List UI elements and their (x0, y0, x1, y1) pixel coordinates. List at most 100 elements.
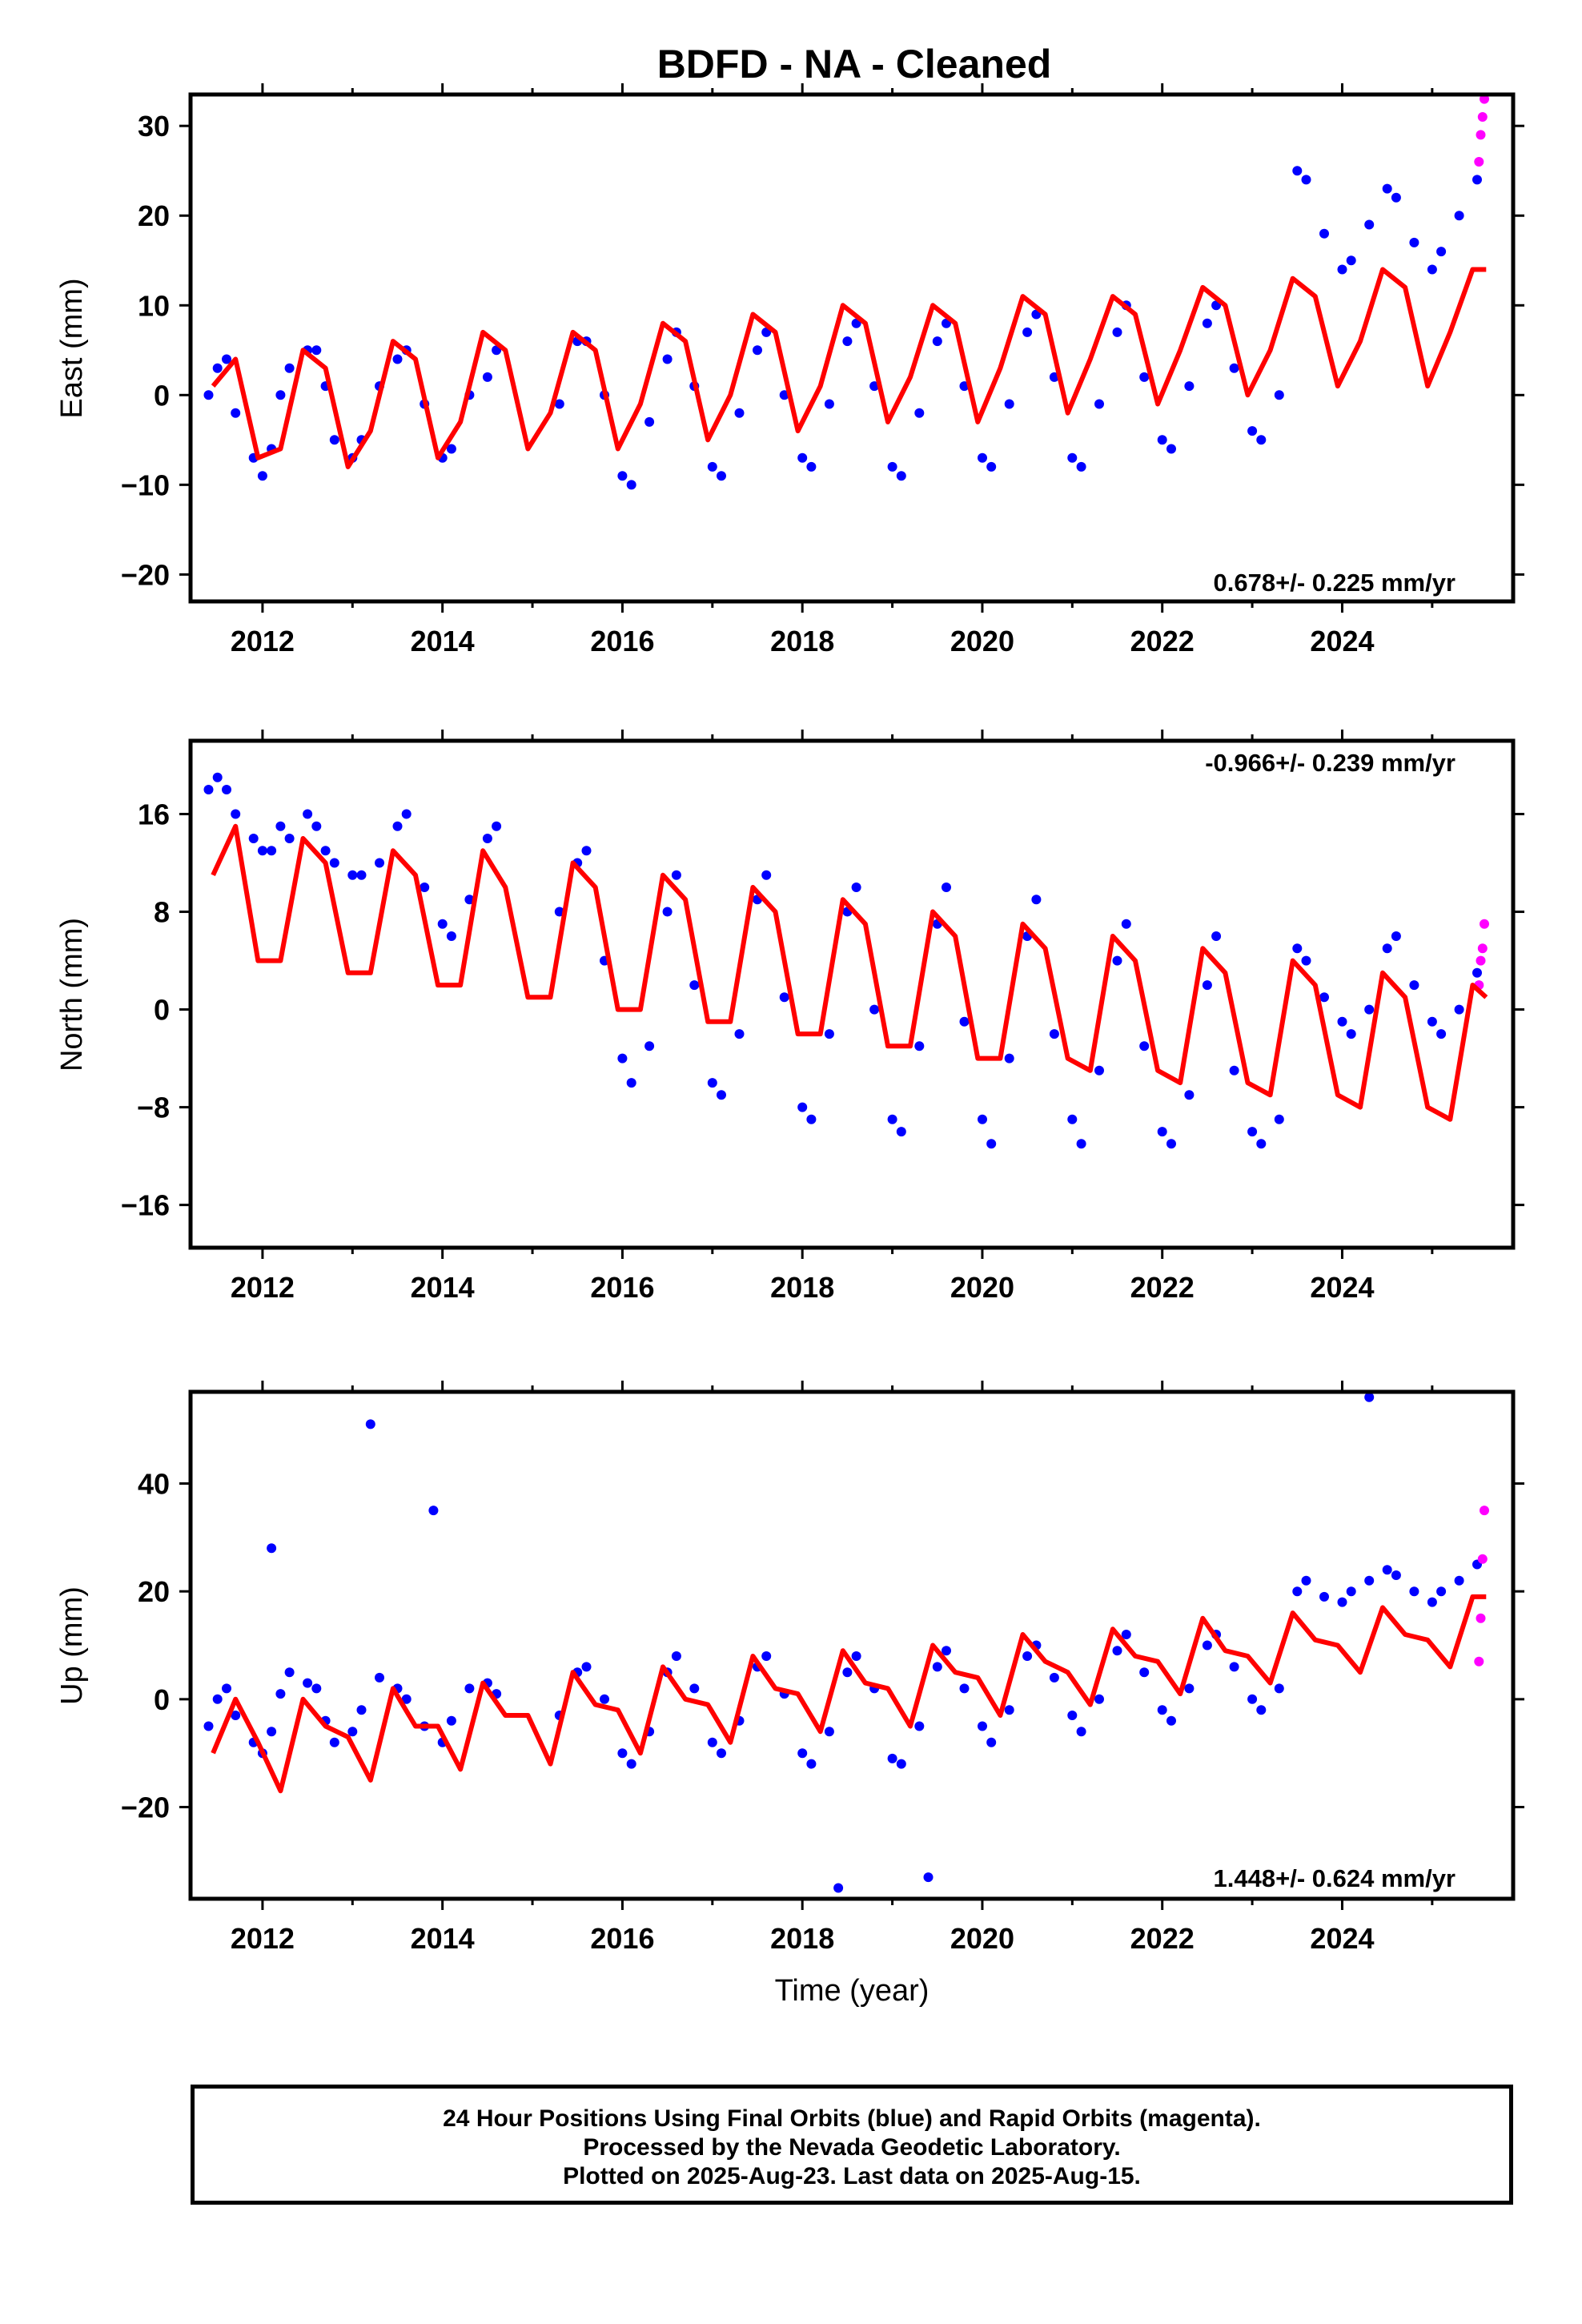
y-tick-label-east-30: 30 (138, 110, 170, 143)
point-up-final-orbits-32 (671, 1651, 681, 1661)
panel-east-frame (188, 92, 1516, 604)
point-north-final-orbits-83 (1436, 1029, 1447, 1039)
point-north-final-orbits-52 (978, 1114, 987, 1124)
point-up-rapid-orbits-2 (1477, 1554, 1488, 1564)
point-up-final-orbits-13 (347, 1727, 358, 1737)
caption-line-3: Plotted on 2025-Aug-23. Last data on 202… (563, 2163, 1141, 2189)
point-up-final-orbits-33 (689, 1683, 700, 1694)
point-east-final-orbits-84 (1454, 211, 1464, 221)
y-tick-label-north-16: 16 (138, 798, 170, 831)
point-up-rapid-orbits-1 (1476, 1613, 1486, 1623)
point-up-final-orbits-65 (1166, 1715, 1176, 1726)
point-up-final-orbits-29 (626, 1759, 636, 1769)
point-up-final-orbits-26 (581, 1662, 592, 1672)
caption-line-2: Processed by the Nevada Geodetic Laborat… (583, 2134, 1121, 2161)
point-north-final-orbits-69 (1229, 1065, 1239, 1076)
point-north-rapid-orbits-3 (1480, 919, 1489, 929)
point-east-final-orbits-1 (212, 363, 223, 373)
x-tick-label-north-2022: 2022 (1130, 1271, 1195, 1304)
panel-north-rate: -0.966+/- 0.239 mm/yr (1205, 749, 1456, 777)
point-north-final-orbits-77 (1346, 1029, 1356, 1039)
point-north-final-orbits-76 (1337, 1016, 1347, 1027)
point-east-final-orbits-29 (626, 480, 636, 490)
point-up-rapid-orbits-0 (1474, 1656, 1484, 1667)
point-up-final-orbits-10 (311, 1683, 322, 1694)
point-north-final-orbits-17 (401, 809, 412, 819)
point-north-final-orbits-56 (1031, 895, 1042, 905)
point-north-final-orbits-82 (1427, 1016, 1437, 1027)
point-east-final-orbits-36 (734, 408, 745, 418)
point-up-final-orbits-73 (1292, 1586, 1303, 1597)
point-east-final-orbits-47 (896, 471, 906, 481)
point-north-final-orbits-47 (896, 1127, 906, 1137)
point-east-final-orbits-77 (1346, 255, 1356, 266)
point-north-final-orbits-85 (1472, 967, 1482, 978)
point-north-final-orbits-79 (1382, 943, 1392, 954)
point-east-final-orbits-74 (1301, 175, 1311, 185)
point-up-final-orbits-38 (761, 1651, 772, 1661)
point-up-final-orbits-83 (1436, 1586, 1447, 1597)
point-north-final-orbits-72 (1274, 1114, 1284, 1124)
point-up-final-orbits-35 (717, 1748, 726, 1759)
point-north-final-orbits-2 (222, 785, 231, 794)
y-tick-label-east-0: 0 (154, 379, 170, 412)
point-north-final-orbits-40 (797, 1102, 808, 1112)
point-east-final-orbits-82 (1427, 264, 1437, 275)
point-up-final-orbits-60 (1094, 1694, 1104, 1704)
point-up-final-orbits-3 (231, 1711, 241, 1720)
x-tick-label-up-2024: 2024 (1310, 1922, 1374, 1955)
point-east-final-orbits-20 (446, 444, 456, 454)
point-north-final-orbits-61 (1112, 955, 1122, 966)
point-east-final-orbits-28 (617, 471, 628, 481)
point-up-final-orbits-15 (375, 1672, 384, 1683)
y-tick-label-up-0: 0 (154, 1683, 170, 1716)
point-north-final-orbits-18 (420, 883, 430, 892)
point-north-final-orbits-33 (689, 980, 700, 991)
point-up-final-orbits-27 (600, 1694, 609, 1704)
point-east-final-orbits-58 (1067, 452, 1078, 463)
point-north-final-orbits-11 (320, 846, 331, 856)
point-east-final-orbits-8 (284, 363, 295, 373)
point-north-final-orbits-60 (1094, 1065, 1104, 1076)
point-north-final-orbits-30 (644, 1041, 655, 1051)
point-up-final-orbits-0 (203, 1721, 214, 1731)
point-east-final-orbits-10 (311, 345, 322, 356)
point-east-final-orbits-46 (887, 461, 897, 472)
point-north-final-orbits-36 (734, 1029, 745, 1039)
point-east-final-orbits-79 (1382, 183, 1392, 194)
point-up-final-orbits-78 (1364, 1575, 1375, 1586)
point-north-final-orbits-6 (267, 846, 277, 856)
point-east-final-orbits-54 (1004, 399, 1014, 409)
panel-north-ylabel: North (mm) (55, 918, 89, 1072)
point-north-final-orbits-58 (1067, 1114, 1078, 1124)
point-up-final-orbits-20 (446, 1715, 456, 1726)
point-up-final-orbits-46 (887, 1753, 897, 1763)
point-east-final-orbits-7 (275, 390, 286, 400)
panel-up-grid: 2012 2014 2016 2018 2020 2022 2024 −20 0 20 40 (121, 1381, 1524, 1955)
point-east-final-orbits-42 (824, 399, 834, 409)
point-north-final-orbits-14 (356, 870, 367, 880)
point-up-final-orbits-70 (1247, 1694, 1258, 1704)
point-north-final-orbits-48 (914, 1041, 925, 1051)
point-north-final-orbits-46 (887, 1114, 897, 1124)
point-up-final-orbits-50 (942, 1646, 951, 1656)
point-east-final-orbits-3 (231, 408, 241, 418)
caption-line-1: 24 Hour Positions Using Final Orbits (bl… (443, 2105, 1261, 2132)
point-north-final-orbits-35 (717, 1090, 726, 1100)
point-east-final-orbits-48 (914, 408, 925, 418)
point-east-final-orbits-78 (1364, 219, 1375, 230)
point-north-final-orbits-80 (1391, 931, 1401, 941)
point-up-final-orbits-62 (1121, 1630, 1131, 1639)
point-north-final-orbits-13 (347, 870, 358, 880)
point-north-final-orbits-26 (581, 846, 592, 856)
point-north-final-orbits-23 (492, 821, 502, 831)
point-up-final-orbits-90 (923, 1872, 934, 1883)
point-north-final-orbits-16 (392, 821, 403, 831)
point-up-final-orbits-66 (1184, 1683, 1195, 1694)
panel-up-plot (203, 1392, 1489, 1893)
point-north-final-orbits-50 (942, 883, 951, 892)
x-tick-label-east-2018: 2018 (770, 625, 834, 657)
point-east-final-orbits-49 (932, 336, 942, 347)
point-east-final-orbits-61 (1112, 327, 1122, 337)
